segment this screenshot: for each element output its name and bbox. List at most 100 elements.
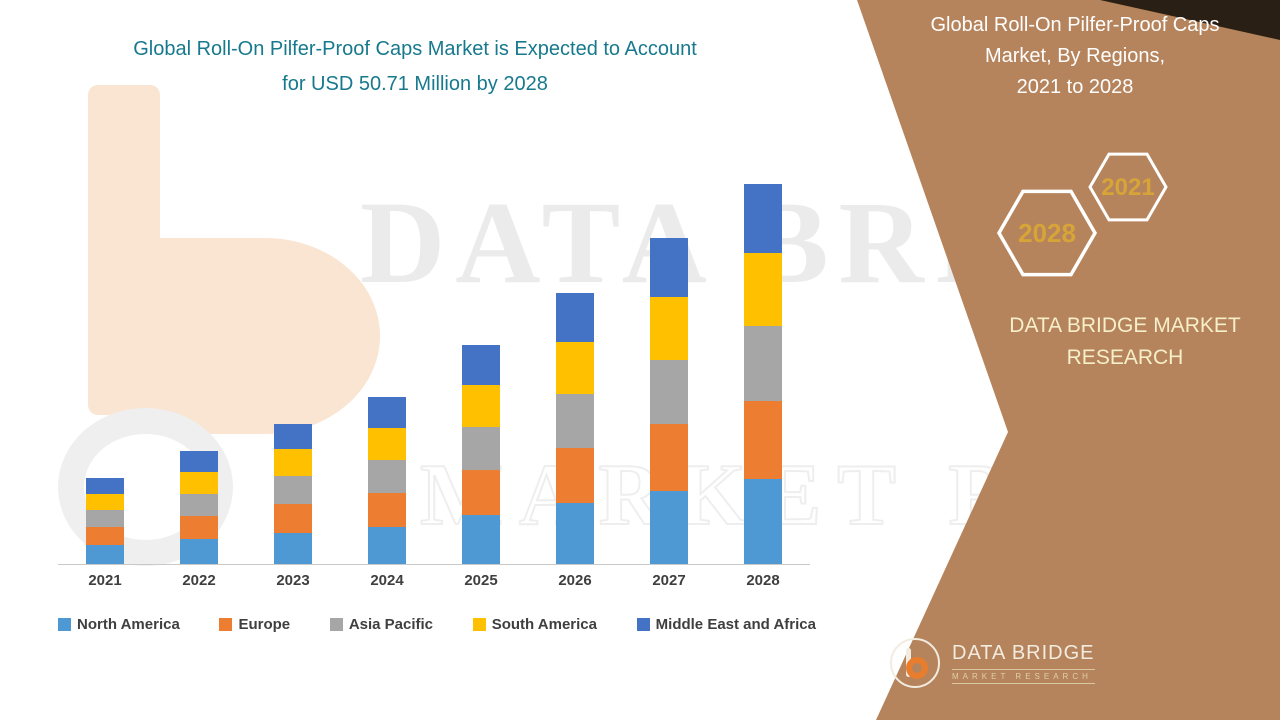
footer-logo: DATA BRIDGE MARKET RESEARCH <box>888 636 1095 690</box>
legend-label: Europe <box>238 616 291 633</box>
bar-2023 <box>246 424 340 564</box>
bar-segment-2021-asia-pacific <box>86 510 124 527</box>
bar-segment-2022-middle-east-and-africa <box>180 451 218 472</box>
bar-segment-2025-europe <box>462 470 500 515</box>
hexagon-2021 <box>1088 152 1168 222</box>
bar-2025 <box>434 345 528 564</box>
bar-segment-2028-asia-pacific <box>744 326 782 401</box>
bar-segment-2025-asia-pacific <box>462 427 500 470</box>
brand-text: DATA BRIDGE MARKET RESEARCH <box>930 310 1280 373</box>
watermark-logo-stem <box>88 85 160 415</box>
bar-2022 <box>152 451 246 564</box>
panel-title-line1: Global Roll-On Pilfer-Proof Caps <box>930 14 1220 36</box>
bar-segment-2027-south-america <box>650 297 688 360</box>
bar-segment-2022-north-america <box>180 539 218 564</box>
bar-segment-2022-asia-pacific <box>180 494 218 516</box>
bar-segment-2025-north-america <box>462 515 500 564</box>
legend-swatch <box>329 618 343 631</box>
bar-2021 <box>58 478 152 564</box>
panel-title: Global Roll-On Pilfer-Proof Caps Market,… <box>880 10 1270 103</box>
data-bridge-logo-icon <box>890 638 940 688</box>
panel-title-line3: 2021 to 2028 <box>1016 76 1134 98</box>
legend-item-asia-pacific: Asia Pacific <box>329 616 434 633</box>
legend-item-middle-east-and-africa: Middle East and Africa <box>636 616 816 633</box>
panel-title-line2: Market, By Regions, <box>984 45 1166 67</box>
bar-segment-2027-north-america <box>650 491 688 564</box>
bar-segment-2026-europe <box>556 448 594 503</box>
bar-segment-2027-europe <box>650 424 688 491</box>
bar-segment-2026-middle-east-and-africa <box>556 293 594 342</box>
bar-segment-2021-north-america <box>86 545 124 564</box>
x-axis-label-2023: 2023 <box>276 572 310 589</box>
bar-segment-2022-europe <box>180 516 218 539</box>
bar-segment-2021-europe <box>86 527 124 545</box>
bar-segment-2023-asia-pacific <box>274 476 312 504</box>
bar-segment-2026-south-america <box>556 342 594 394</box>
hexagon-2021-label: 2021 <box>1101 174 1154 201</box>
bar-segment-2022-south-america <box>180 472 218 494</box>
brand-text-line2: RESEARCH <box>1066 345 1184 369</box>
x-axis-labels: 2021 2022 2023 2024 2025 2026 2027 2028 <box>58 572 810 589</box>
legend-swatch <box>472 618 486 631</box>
bar-segment-2027-middle-east-and-africa <box>650 238 688 297</box>
bar-segment-2023-north-america <box>274 533 312 564</box>
bar-segment-2028-middle-east-and-africa <box>744 184 782 253</box>
legend-label: Asia Pacific <box>348 616 434 633</box>
bar-segment-2026-asia-pacific <box>556 394 594 448</box>
chart-title: Global Roll-On Pilfer-Proof Caps Market … <box>55 32 775 102</box>
bar-segment-2025-south-america <box>462 385 500 427</box>
x-axis-label-2021: 2021 <box>88 572 122 589</box>
legend-item-north-america: North America <box>58 616 180 633</box>
hexagon-2028-label: 2028 <box>1018 218 1076 248</box>
footer-logo-subtitle: MARKET RESEARCH <box>952 669 1095 684</box>
legend-label: South America <box>491 616 597 633</box>
bar-2028 <box>716 184 810 564</box>
chart-title-line2: for USD 50.71 Million by 2028 <box>282 73 548 95</box>
bar-2024 <box>340 397 434 564</box>
bar-segment-2026-north-america <box>556 503 594 564</box>
legend-label: Middle East and Africa <box>655 616 816 633</box>
legend-swatch <box>636 618 650 631</box>
bar-segment-2024-europe <box>368 493 406 527</box>
logo-b-bowl <box>906 657 928 679</box>
panel-shape <box>857 0 1280 720</box>
bar-segment-2028-south-america <box>744 253 782 326</box>
bar-segment-2027-asia-pacific <box>650 360 688 424</box>
x-axis-label-2024: 2024 <box>370 572 404 589</box>
stacked-bar-chart <box>58 180 810 565</box>
bar-segment-2025-middle-east-and-africa <box>462 345 500 385</box>
bar-segment-2024-south-america <box>368 428 406 460</box>
bar-segment-2021-middle-east-and-africa <box>86 478 124 494</box>
bar-segment-2023-middle-east-and-africa <box>274 424 312 449</box>
chart-legend: North America Europe Asia Pacific South Ame… <box>58 616 816 633</box>
legend-swatch <box>219 618 233 631</box>
logo-circle <box>890 638 940 688</box>
legend-label: North America <box>77 616 180 633</box>
hexagon-2028 <box>996 189 1098 277</box>
x-axis-label-2025: 2025 <box>464 572 498 589</box>
x-axis-label-2028: 2028 <box>746 572 780 589</box>
corner-accent-triangle <box>1100 0 1280 40</box>
bar-segment-2024-asia-pacific <box>368 460 406 493</box>
bar-segment-2024-north-america <box>368 527 406 564</box>
bar-2026 <box>528 293 622 564</box>
bar-segment-2028-north-america <box>744 479 782 564</box>
brand-text-line1: DATA BRIDGE MARKET <box>1009 314 1241 337</box>
footer-logo-name: DATA BRIDGE <box>952 642 1095 664</box>
bar-2027 <box>622 238 716 564</box>
x-axis-label-2026: 2026 <box>558 572 592 589</box>
bar-segment-2024-middle-east-and-africa <box>368 397 406 428</box>
watermark-logo-bowl <box>150 238 380 434</box>
x-axis-label-2022: 2022 <box>182 572 216 589</box>
chart-title-line1: Global Roll-On Pilfer-Proof Caps Market … <box>133 38 697 60</box>
legend-item-europe: Europe <box>219 616 290 633</box>
bar-segment-2021-south-america <box>86 494 124 510</box>
x-axis-label-2027: 2027 <box>652 572 686 589</box>
bar-segment-2028-europe <box>744 401 782 479</box>
bar-segment-2023-south-america <box>274 449 312 476</box>
footer-logo-text: DATA BRIDGE MARKET RESEARCH <box>952 642 1095 684</box>
legend-item-south-america: South America <box>472 616 597 633</box>
year-hexagons: 2021 2028 <box>996 152 1168 277</box>
